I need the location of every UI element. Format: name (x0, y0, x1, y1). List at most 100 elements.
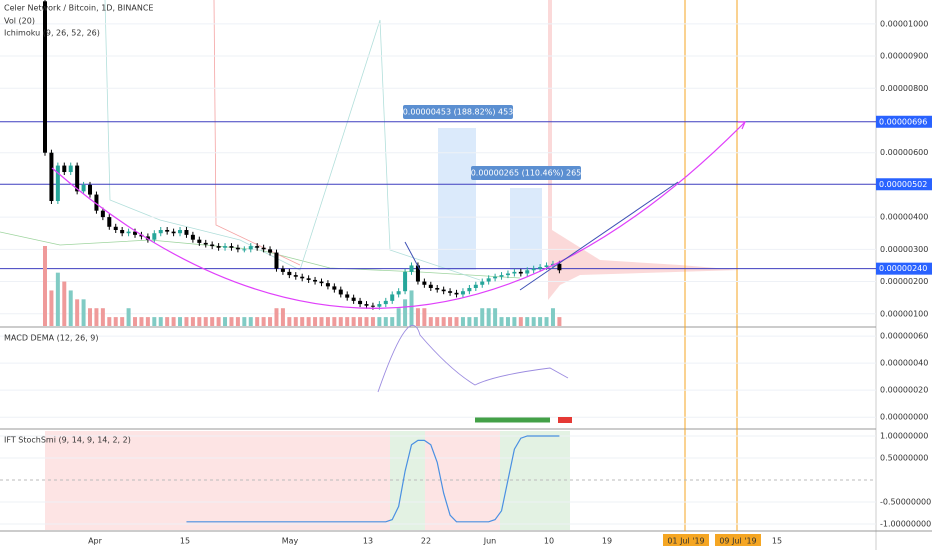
trend-curve (51, 121, 746, 309)
candle-body (512, 271, 517, 274)
y-tick-label: 0.00000060 (880, 332, 928, 341)
candle-body (62, 165, 67, 173)
y-tick-label: 0.00000300 (880, 245, 928, 254)
candle-body (486, 278, 491, 282)
candle-body (107, 217, 112, 227)
volume-bar (557, 317, 562, 326)
y-tick-label: 0.00000900 (880, 52, 928, 61)
volume-bar (332, 317, 337, 326)
volume-bar (454, 317, 459, 326)
candle-body (235, 247, 240, 250)
volume-bar (203, 317, 208, 326)
candle-body (100, 210, 105, 218)
volume-bar (306, 317, 311, 326)
candle-body (499, 275, 504, 277)
candle-body (229, 246, 234, 248)
trend-line (404, 181, 679, 291)
volume-bar (383, 317, 388, 326)
volume-bar (441, 317, 446, 326)
candle-body (88, 184, 93, 195)
volume-bar (531, 317, 536, 326)
x-tick-label: 22 (421, 537, 431, 546)
candle-body (390, 294, 395, 301)
volume-bar (49, 290, 54, 326)
candle-body (505, 273, 510, 276)
volume-bar (364, 317, 369, 326)
volume-bar (197, 317, 202, 326)
candle-body (75, 165, 80, 192)
annotation: 0.00000453 (188.82%) 453 (403, 108, 514, 117)
annotation: 0.00000265 (110.46%) 265 (471, 169, 582, 178)
y-tick-label: 0.00000400 (880, 213, 928, 222)
candle-body (460, 291, 465, 295)
candle-body (538, 267, 543, 269)
pane-title: IFT StochSmi (9, 14, 9, 14, 2, 2) (4, 436, 131, 445)
y-tick-label: 0.00000200 (880, 277, 928, 286)
price-label-box (876, 178, 932, 191)
candle-body (473, 284, 478, 288)
volume-bar (145, 317, 150, 326)
candle-body (338, 289, 343, 295)
volume-bar (486, 308, 491, 326)
candle-body (126, 231, 131, 234)
candle-body (313, 279, 318, 282)
volume-bar (467, 317, 472, 326)
candle-body (409, 265, 414, 272)
x-tick-label: 13 (363, 537, 373, 546)
x-tick-label: 09 Jul '19 (719, 537, 756, 546)
volume-bar (473, 317, 478, 326)
volume-bar (261, 317, 266, 326)
volume-bar (120, 317, 125, 326)
volume-bar (538, 317, 543, 326)
candle-body (319, 281, 324, 284)
volume-bar (480, 308, 485, 326)
chart-title: Celer Network / Bitcoin, 1D, BINANCE (4, 4, 153, 13)
date-box (663, 534, 709, 546)
volume-bar (88, 308, 93, 326)
volume-bar (300, 317, 305, 326)
y-tick-label: -0.50000000 (880, 498, 931, 507)
volume-bar (100, 308, 105, 326)
volume-bar (313, 317, 318, 326)
candle-body (531, 268, 536, 271)
volume-bar (396, 308, 401, 326)
candle-body (113, 226, 118, 231)
candle-body (255, 246, 260, 248)
volume-bar (287, 317, 292, 326)
volume-bar (248, 317, 253, 326)
candle-body (544, 265, 549, 268)
candle-body (364, 304, 369, 306)
volume-bar (235, 317, 240, 326)
volume-bar (107, 317, 112, 326)
candle-body (55, 165, 60, 202)
date-box (715, 534, 761, 546)
ichimoku-cloud (548, 0, 740, 300)
volume-bar (499, 317, 504, 326)
volume-bar (68, 290, 73, 326)
y-tick-label: 0.00000600 (880, 148, 928, 157)
y-tick-label: 0.00000000 (880, 413, 928, 422)
volume-bar (113, 317, 118, 326)
volume-bar (435, 317, 440, 326)
candle-body (345, 294, 350, 298)
volume-bar (403, 299, 408, 326)
candle-body (525, 270, 530, 274)
candle-body (332, 286, 337, 290)
ift-line (186, 435, 560, 523)
x-tick-label: 01 Jul '19 (667, 537, 704, 546)
volume-bar (525, 317, 530, 326)
candle-body (415, 265, 420, 282)
volume-bar (178, 317, 183, 326)
x-tick-label: May (282, 537, 299, 546)
candle-body (68, 165, 73, 173)
candle-body (203, 242, 208, 245)
volume-bar (158, 317, 163, 326)
price-label: 0.00000240 (879, 264, 927, 273)
candle-body (190, 234, 195, 240)
volume-bar (126, 308, 131, 326)
candle-body (422, 281, 427, 285)
volume-bar (268, 317, 273, 326)
candle-body (435, 287, 440, 290)
candle-body (306, 278, 311, 280)
